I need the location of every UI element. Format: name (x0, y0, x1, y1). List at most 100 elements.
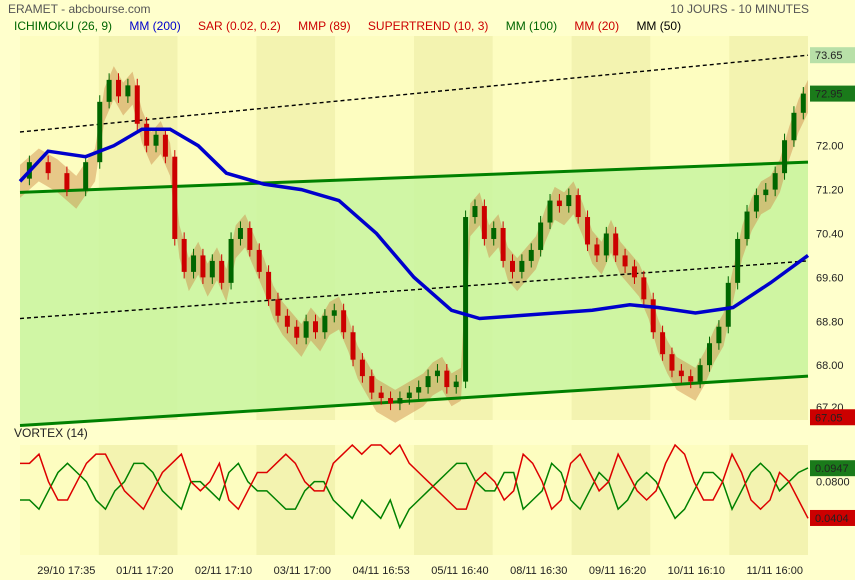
candle-body (641, 277, 647, 300)
vortex-y-tick: 0.0800 (816, 477, 850, 489)
candle-body (172, 156, 178, 239)
candle-body (697, 365, 703, 382)
vortex-label-minus: 0.0404 (815, 513, 849, 525)
candle-body (660, 332, 666, 355)
candle-body (45, 162, 51, 174)
vortex-session-band (256, 445, 336, 555)
candle-body (416, 387, 422, 393)
x-tick-label: 04/11 16:53 (352, 565, 409, 577)
vortex-label-plus-box (810, 460, 855, 477)
vortex-session-band (335, 445, 414, 555)
candle-body (64, 173, 70, 190)
candle-body (388, 398, 394, 404)
candle-body (322, 315, 328, 333)
legend-mm100: MM (100) (505, 19, 558, 33)
candle-body (425, 376, 431, 388)
candle-body (744, 211, 750, 239)
candle-body (575, 195, 581, 218)
candle-body (613, 233, 619, 256)
x-tick-label: 01/11 17:20 (116, 565, 173, 577)
ma200-line (18, 127, 810, 321)
indicator-legend: ICHIMOKU (26, 9) MM (200) SAR (0.02, 0.2… (14, 19, 695, 33)
candle-body (378, 392, 384, 399)
x-tick-label: 11/11 16:00 (746, 565, 802, 577)
candle-body (463, 217, 469, 382)
vortex-session-band (414, 445, 493, 555)
channel-lower-line (19, 374, 809, 427)
candle-body (284, 315, 290, 327)
regression-channel (20, 162, 808, 426)
candle-body (547, 200, 553, 223)
candle-body (500, 228, 506, 261)
price-label-last-box (810, 85, 855, 102)
y-tick-label: 68.80 (816, 316, 844, 328)
candle-body (153, 134, 159, 146)
legend-mmp89: MMP (89) (298, 19, 351, 33)
candle-body (228, 238, 234, 283)
candle-body (406, 392, 412, 399)
candle-body (134, 85, 140, 124)
legend-ichimoku: ICHIMOKU (26, 9) (14, 19, 113, 33)
y-tick-label: 71.20 (816, 185, 844, 197)
candle-body (350, 332, 356, 360)
candle-body (650, 299, 656, 333)
candle-body (247, 228, 253, 250)
x-tick-label: 10/11 16:10 (668, 565, 725, 577)
candle-body (181, 238, 187, 272)
vortex-session-band (177, 445, 257, 555)
y-tick-label: 72.00 (816, 141, 844, 153)
candle-body (688, 376, 694, 382)
candle-body (763, 189, 769, 196)
vortex-vi-minus-line (20, 443, 809, 519)
vortex-label-minus-box (810, 509, 855, 526)
candle-body (707, 343, 712, 366)
candle-body (237, 228, 243, 239)
candle-body (716, 326, 722, 344)
candle-body (538, 222, 544, 250)
candle-body (434, 370, 440, 377)
candle-body (359, 359, 365, 377)
candle-body (772, 173, 778, 190)
price-label-low: 67.05 (815, 412, 843, 424)
candle-body (191, 255, 197, 272)
legend-mm50: MM (50) (636, 19, 682, 33)
candle-body (603, 233, 609, 256)
y-tick-label: 70.40 (816, 228, 844, 240)
y-tick-label: 69.60 (816, 272, 844, 284)
candle-body (303, 321, 309, 338)
candle-body (481, 206, 487, 239)
candle-body (341, 310, 347, 333)
candle-body (453, 381, 459, 388)
candle-body (256, 249, 262, 272)
candle-body (594, 244, 600, 256)
price-label-high: 73.65 (815, 50, 843, 62)
chart-period: 10 JOURS - 10 MINUTES (670, 2, 809, 16)
candle-body (585, 217, 591, 245)
candle-body (800, 93, 806, 113)
price-label-high-box (810, 47, 855, 64)
dotted-trend-line (19, 260, 809, 320)
candle-body (519, 260, 525, 272)
legend-mm20: MM (20) (574, 19, 620, 33)
candle-body (83, 162, 89, 190)
candle-body (275, 299, 281, 316)
candle-body (782, 140, 788, 174)
candle-body (106, 79, 112, 102)
candle-body (266, 271, 272, 300)
candle-body (209, 260, 215, 278)
candle-body (528, 249, 534, 261)
legend-supertrend: SUPERTREND (10, 3) (367, 19, 489, 33)
vortex-title: VORTEX (14) (14, 426, 88, 440)
dotted-trend-line (19, 54, 809, 133)
candle-body (735, 238, 741, 283)
candle-body (200, 255, 206, 278)
y-tick-label: 68.00 (816, 360, 844, 372)
candle-body (556, 200, 562, 207)
vortex-session-band (729, 445, 808, 555)
candle-body (631, 266, 637, 278)
candle-body (116, 79, 121, 97)
x-tick-label: 05/11 16:40 (431, 565, 488, 577)
candle-body (725, 282, 731, 327)
price-label-low-box (810, 409, 855, 426)
